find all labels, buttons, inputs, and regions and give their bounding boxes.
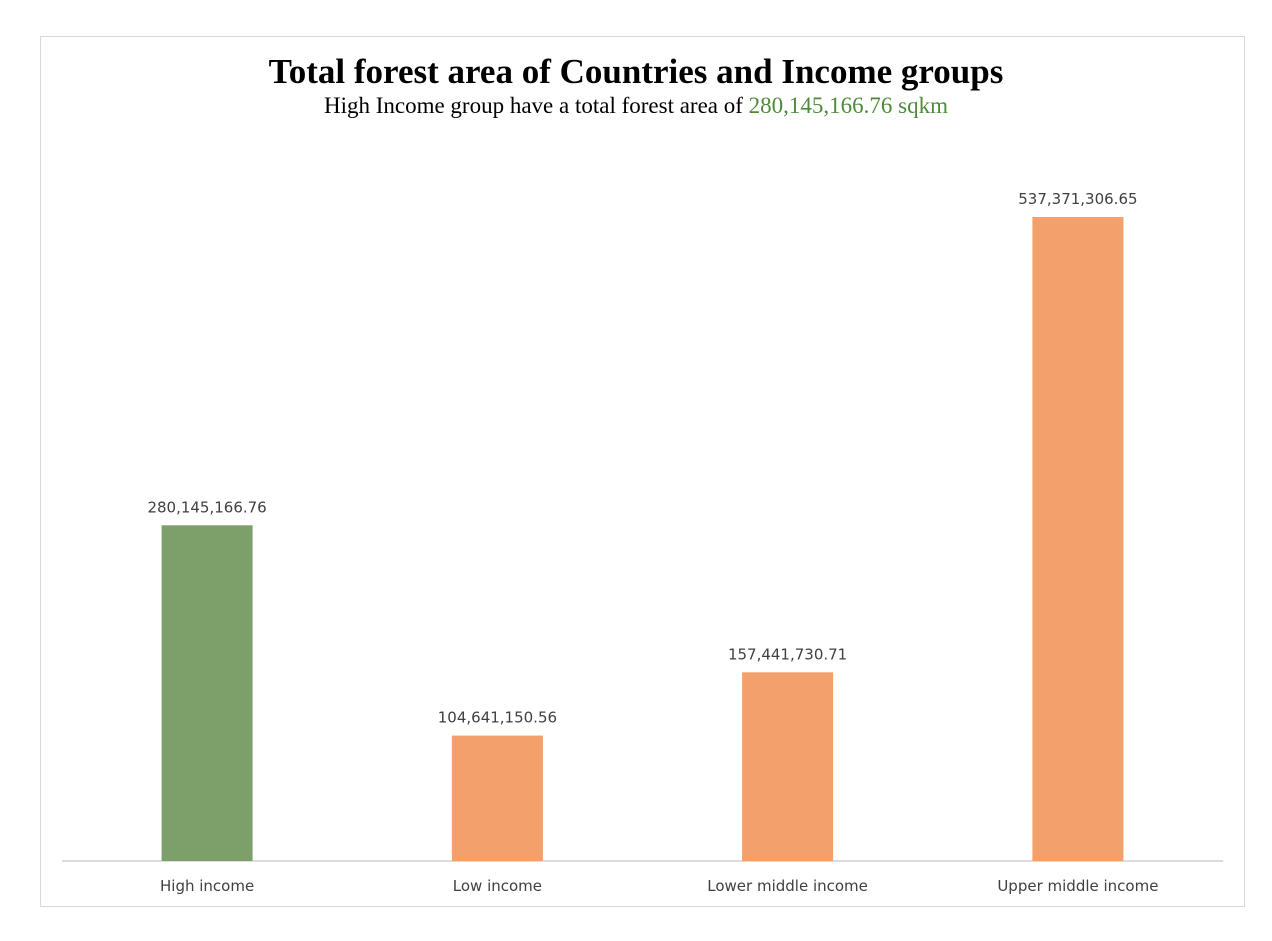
x-tick-label: Low income (453, 877, 542, 895)
chart-subtitle-highlight: 280,145,166.76 sqkm (748, 93, 949, 118)
x-tick-label: High income (160, 877, 254, 895)
bars-group: 280,145,166.76 High income 104,641,150.56 L… (147, 190, 1158, 895)
x-tick-label: Upper middle income (997, 877, 1158, 895)
data-label: 104,641,150.56 (438, 709, 557, 727)
chart-title: Total forest area of Countries and Incom… (268, 52, 1004, 91)
data-label: 537,371,306.65 (1018, 190, 1137, 208)
chart-subtitle-text: High Income group have a total forest ar… (323, 93, 743, 118)
bar-high-income (161, 525, 253, 861)
bar-upper-middle-income (1032, 217, 1124, 861)
bar-lower-middle-income (742, 672, 834, 861)
data-label: 157,441,730.71 (728, 645, 847, 663)
bar-low-income (451, 735, 543, 861)
chart-subtitle: High Income group have a total forest ar… (0, 91, 1272, 121)
data-label: 280,145,166.76 (147, 498, 266, 516)
x-tick-label: Lower middle income (707, 877, 868, 895)
